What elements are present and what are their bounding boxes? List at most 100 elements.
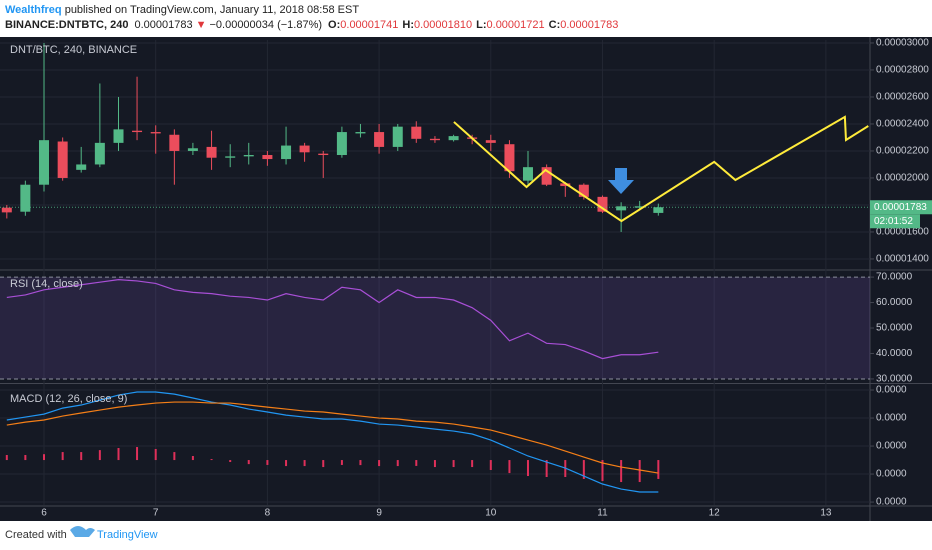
ohlc-value: 0.00001721 <box>487 19 545 31</box>
candle-body <box>39 140 50 185</box>
x-tick-label: 9 <box>376 508 382 519</box>
y-tick-label: 0.0000 <box>876 441 907 452</box>
y-tick-label: 0.0000 <box>876 497 907 508</box>
logo <box>70 526 95 537</box>
candle-body <box>336 132 347 156</box>
candle-body <box>1 207 12 213</box>
candle-body <box>522 167 533 181</box>
histogram-bar <box>489 460 492 470</box>
histogram-bar <box>452 460 455 468</box>
candle-body <box>616 206 627 211</box>
arrow: ▼ <box>196 19 207 31</box>
histogram-bar <box>396 460 399 467</box>
x-tick-label: 8 <box>265 508 271 519</box>
ohlc-label: H: <box>402 19 414 31</box>
candle-body <box>485 140 496 143</box>
histogram-bar <box>229 460 232 463</box>
histogram-bar <box>247 460 250 465</box>
histogram-bar <box>285 460 288 467</box>
histogram-bar <box>303 460 306 467</box>
published: published on TradingView.com, January 11… <box>62 4 360 16</box>
ohlc-label: L: <box>476 19 486 31</box>
trend-drawing <box>453 115 869 223</box>
candle-body <box>429 138 440 141</box>
candle-body <box>504 144 515 172</box>
histogram-bar <box>173 452 176 461</box>
histogram-bar <box>43 454 46 461</box>
candle-body <box>281 145 292 160</box>
histogram-bar <box>526 460 529 477</box>
histogram-bar <box>359 460 362 466</box>
candle-body <box>560 183 571 187</box>
histogram-bar <box>5 455 8 461</box>
ohlc-label: O: <box>328 19 340 31</box>
y-tick-label: 60.0000 <box>876 297 913 308</box>
footer-brand[interactable]: TradingView <box>97 529 158 541</box>
histogram-bar <box>191 455 194 461</box>
histogram-bar <box>266 460 269 465</box>
histogram-bar <box>620 460 623 483</box>
macd-line <box>6 401 659 474</box>
x-tick-label: 13 <box>820 508 832 519</box>
x-tick-label: 7 <box>153 508 159 519</box>
last-price-label: 0.00001783 <box>874 202 927 213</box>
y-tick-label: 0.00001600 <box>876 227 929 238</box>
y-tick-label: 0.0000 <box>876 385 907 396</box>
candle-body <box>541 167 552 185</box>
symbol: BINANCE:DNTBTC, 240 <box>5 19 128 31</box>
y-tick-label: 0.00002600 <box>876 92 929 103</box>
arrow-annotation <box>608 168 634 194</box>
candle-body <box>187 148 198 151</box>
histogram-bar <box>210 459 213 461</box>
header-line: Wealthfreq published on TradingView.com,… <box>5 4 359 16</box>
candle-body <box>374 132 385 147</box>
author[interactable]: Wealthfreq <box>5 4 62 16</box>
histogram-bar <box>378 460 381 467</box>
histogram-bar <box>582 460 585 479</box>
footer-text: Created with <box>5 529 67 541</box>
y-tick-label: 0.00001400 <box>876 254 929 265</box>
y-tick-label: 40.0000 <box>876 348 913 359</box>
histogram-bar <box>340 460 343 465</box>
macd-line <box>6 391 659 493</box>
pane-title: MACD (12, 26, close, 9) <box>10 393 127 405</box>
candle-body <box>113 129 124 143</box>
candle-body <box>578 184 589 197</box>
histogram-bar <box>638 460 641 483</box>
candle-body <box>132 130 143 133</box>
y-tick-label: 0.00002000 <box>876 173 929 184</box>
y-tick-label: 70.0000 <box>876 272 913 283</box>
y-tick-label: 30.0000 <box>876 374 913 385</box>
change: −0.00000034 (−1.87%) <box>209 19 322 31</box>
histogram-bar <box>136 447 139 461</box>
histogram-bar <box>601 460 604 482</box>
ohlc-value: 0.00001783 <box>560 19 618 31</box>
candle-body <box>169 134 180 151</box>
plot: 0.000014000.000016000.000018000.00002000… <box>0 38 932 519</box>
histogram-bar <box>98 450 101 461</box>
histogram-bar <box>433 460 436 468</box>
y-tick-label: 0.00002800 <box>876 65 929 76</box>
ohlc-value: 0.00001810 <box>414 19 472 31</box>
pane-title: RSI (14, close) <box>10 278 83 290</box>
last: 0.00001783 <box>134 19 192 31</box>
candle-body <box>299 145 310 153</box>
histogram-bar <box>508 460 511 474</box>
histogram-bar <box>545 460 548 477</box>
candle-body <box>318 153 329 156</box>
y-tick-label: 50.0000 <box>876 323 913 334</box>
histogram-bar <box>61 452 64 461</box>
candle-body <box>355 132 366 134</box>
candle-body <box>225 156 236 158</box>
pane-title: DNT/BTC, 240, BINANCE <box>10 44 137 56</box>
candle-body <box>243 155 254 157</box>
candle-body <box>262 155 273 160</box>
candle-body <box>411 126 422 139</box>
candle-body <box>150 132 161 134</box>
histogram-bar <box>322 460 325 468</box>
histogram-bar <box>415 460 418 466</box>
ohlc-label: C: <box>549 19 561 31</box>
candle-body <box>76 164 87 170</box>
